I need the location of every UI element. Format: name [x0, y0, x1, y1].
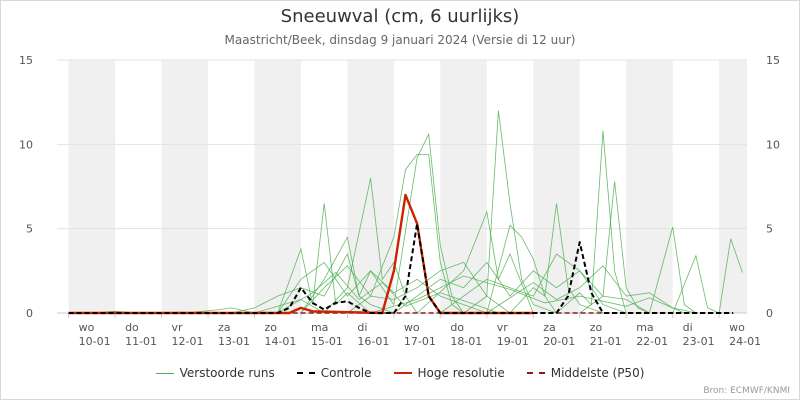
ensemble-run-18 — [277, 271, 499, 314]
ensemble-run-14 — [393, 261, 627, 314]
x-tick-date-1: 11-01 — [125, 335, 157, 348]
x-tick-date-11: 21-01 — [590, 335, 622, 348]
legend-symbol-control — [296, 372, 315, 374]
ensemble-run-7 — [509, 203, 604, 314]
source-credit: Bron: ECMWF/KNMI — [703, 386, 790, 396]
legend-item-control[interactable]: Controle — [296, 366, 372, 380]
x-tick-date-3: 13-01 — [218, 335, 250, 348]
legend-label-hires: Hoge resolutie — [417, 366, 505, 380]
y-tick-right-0: 0 — [766, 307, 773, 320]
x-tick-day-1: do — [125, 321, 139, 334]
x-tick-date-7: 17-01 — [404, 335, 436, 348]
x-tick-date-12: 22-01 — [636, 335, 668, 348]
x-tick-date-0: 10-01 — [79, 335, 111, 348]
x-tick-date-5: 15-01 — [311, 335, 343, 348]
day-band-14 — [719, 60, 747, 313]
x-tick-day-6: di — [357, 321, 367, 334]
x-tick-day-3: za — [218, 321, 231, 334]
day-band-4 — [254, 60, 301, 313]
x-tick-date-9: 19-01 — [497, 335, 529, 348]
legend-item-median[interactable]: Middelste (P50) — [526, 366, 645, 380]
ensemble-run-1 — [300, 132, 464, 314]
control-line — [68, 222, 734, 314]
x-tick-day-12: ma — [636, 321, 653, 334]
y-tick-left-15: 15 — [19, 54, 33, 67]
chart-title: Sneeuwval (cm, 6 uurlijks) — [280, 6, 520, 27]
ensemble-run-8 — [556, 130, 627, 314]
x-tick-day-5: ma — [311, 321, 328, 334]
ensemble-run-15 — [440, 253, 650, 314]
x-tick-date-6: 16-01 — [357, 335, 389, 348]
y-tick-left-10: 10 — [19, 138, 33, 151]
y-tick-left-5: 5 — [26, 223, 33, 236]
x-tick-date-4: 14-01 — [264, 335, 296, 348]
ensemble-run-6 — [486, 224, 557, 314]
ensemble-run-16 — [231, 252, 395, 314]
x-tick-day-14: wo — [729, 321, 745, 334]
x-tick-date-8: 18-01 — [450, 335, 482, 348]
legend-symbol-hires — [393, 372, 412, 374]
ensemble-run-3 — [347, 154, 464, 314]
x-tick-day-8: do — [450, 321, 464, 334]
legend-item-hires[interactable]: Hoge resolutie — [393, 366, 505, 380]
y-tick-right-15: 15 — [766, 54, 780, 67]
legend-label-median: Middelste (P50) — [550, 366, 645, 380]
day-band-0 — [68, 60, 116, 313]
legend-symbol-median — [526, 372, 545, 374]
ensemble-run-11 — [672, 238, 743, 314]
chart-subtitle: Maastricht/Beek, dinsdag 9 januari 2024 … — [224, 33, 576, 47]
x-tick-day-13: di — [683, 321, 693, 334]
x-tick-day-2: vr — [172, 321, 184, 334]
ensemble-run-12 — [277, 261, 487, 314]
day-band-12 — [626, 60, 673, 313]
hires-line — [68, 193, 534, 315]
ensemble-runs — [91, 110, 743, 314]
y-tick-right-5: 5 — [766, 223, 773, 236]
x-tick-date-13: 23-01 — [683, 335, 715, 348]
x-tick-day-7: wo — [404, 321, 420, 334]
x-tick-day-10: za — [543, 321, 556, 334]
day-band-2 — [161, 60, 209, 313]
y-tick-right-10: 10 — [766, 138, 780, 151]
ensemble-run-4 — [416, 210, 534, 314]
ensemble-run-10 — [649, 226, 697, 314]
y-tick-left-0: 0 — [26, 307, 33, 320]
x-tick-day-11: zo — [590, 321, 603, 334]
ensemble-run-17 — [486, 265, 696, 314]
x-tick-day-9: vr — [497, 321, 509, 334]
legend: Verstoorde runs Controle Hoge resolutie … — [0, 366, 800, 380]
x-tick-day-4: zo — [264, 321, 277, 334]
ensemble-run-19 — [370, 275, 685, 314]
x-tick-date-2: 12-01 — [172, 335, 204, 348]
legend-symbol-ensemble — [155, 372, 174, 374]
x-tick-date-14: 24-01 — [729, 335, 761, 348]
legend-item-ensemble[interactable]: Verstoorde runs — [155, 366, 275, 380]
legend-label-ensemble: Verstoorde runs — [179, 366, 275, 380]
x-tick-date-10: 20-01 — [543, 335, 575, 348]
day-band-10 — [533, 60, 580, 313]
ensemble-run-0 — [277, 203, 371, 314]
x-tick-day-0: wo — [79, 321, 95, 334]
legend-label-control: Controle — [320, 366, 372, 380]
